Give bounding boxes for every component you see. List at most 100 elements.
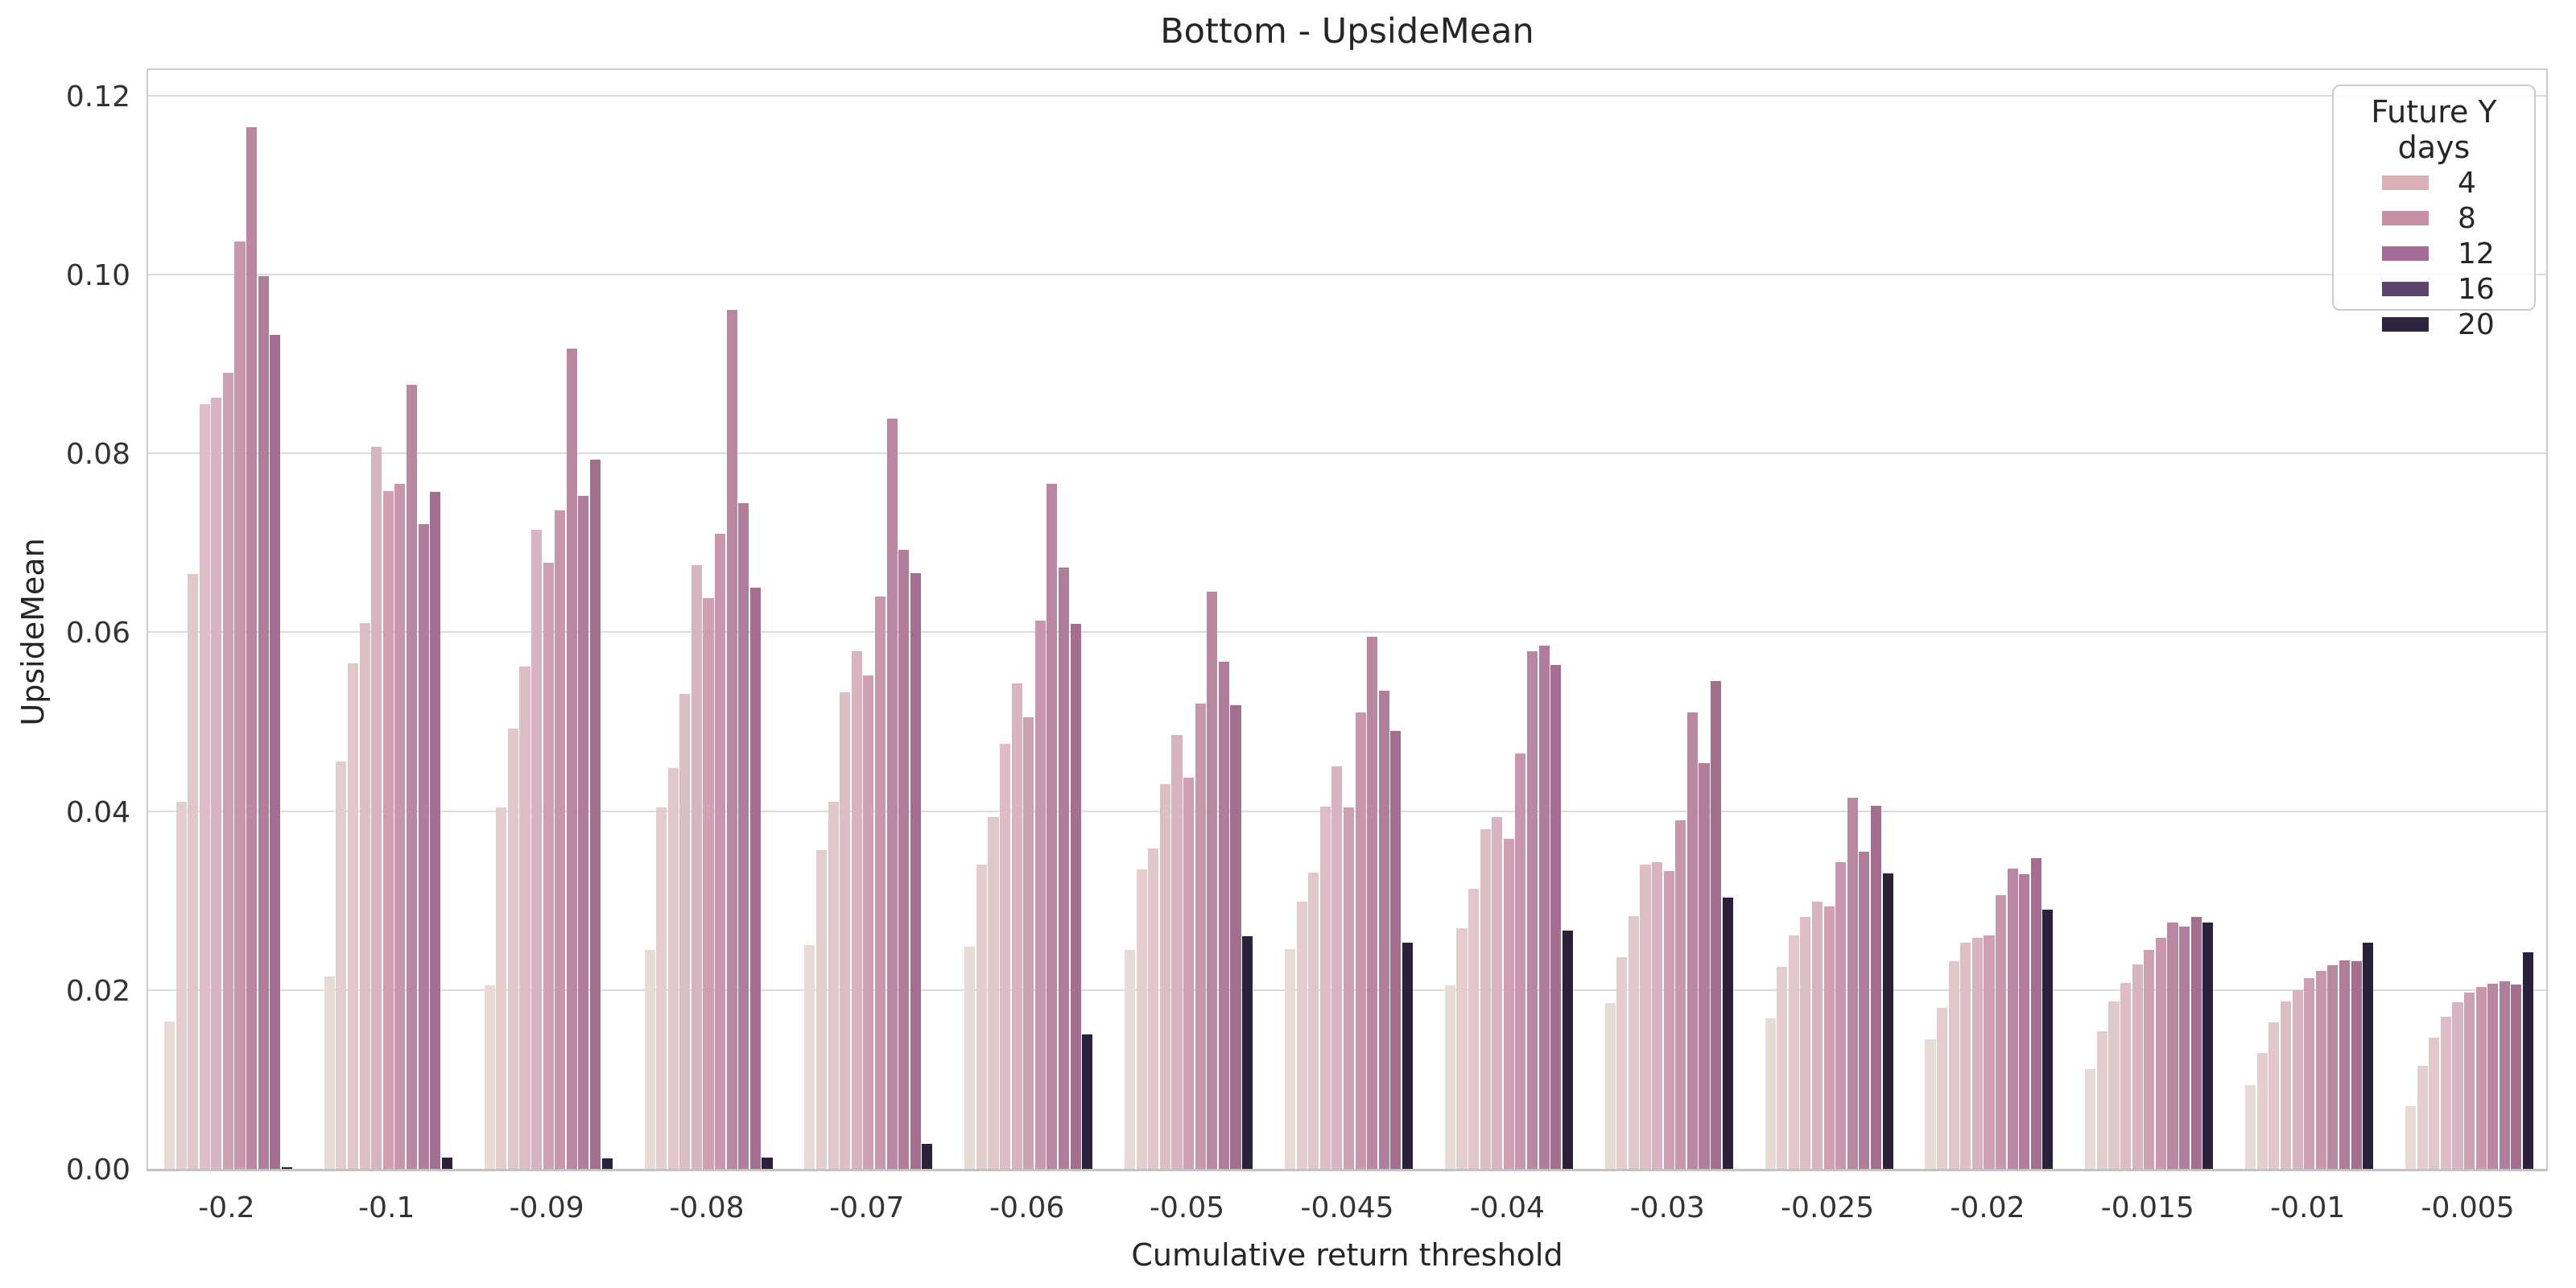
bar-group--0.2 [148, 66, 308, 1169]
bar [988, 817, 999, 1169]
bar-group--0.05 [1108, 66, 1269, 1169]
bar [2132, 964, 2143, 1169]
x-tick-label: -0.02 [1950, 1191, 2025, 1224]
gridline [148, 452, 2546, 455]
bar [1882, 873, 1893, 1169]
bar [1984, 935, 1995, 1169]
bar-group--0.06 [948, 66, 1108, 1169]
bar [1402, 942, 1413, 1169]
bar [2327, 964, 2339, 1169]
legend: Future Y days 4 8 12 16 20 [2332, 85, 2536, 341]
x-tick-label: -0.09 [509, 1191, 584, 1224]
legend-entry-16: 16 [2334, 271, 2534, 307]
bar [2475, 987, 2487, 1169]
legend-entries: 4 8 12 16 20 [2334, 165, 2534, 342]
bar [382, 490, 394, 1169]
bar [1456, 928, 1468, 1169]
y-tick-label: 0.08 [65, 438, 130, 472]
bar [2363, 942, 2374, 1169]
bar [1515, 753, 1526, 1169]
bar [656, 807, 667, 1169]
bar [1765, 1018, 1776, 1169]
bar [2007, 868, 2018, 1169]
bar [2144, 949, 2155, 1169]
bar [1663, 871, 1674, 1169]
bar [2452, 1002, 2463, 1169]
bar [324, 976, 335, 1169]
bar [1628, 915, 1639, 1169]
legend-title: Future Y days [2371, 94, 2497, 165]
bar [199, 404, 210, 1169]
bar [1284, 948, 1296, 1169]
bar [2499, 980, 2510, 1169]
bar-group--0.005 [2389, 66, 2549, 1169]
bar [1859, 851, 1870, 1169]
bar [246, 126, 258, 1169]
bar-group--0.02 [1909, 66, 2070, 1169]
bar [1378, 690, 1389, 1169]
y-tick-label: 0.00 [65, 1154, 130, 1187]
bar [1652, 861, 1663, 1169]
legend-label: 8 [2458, 201, 2476, 235]
bar [2304, 978, 2315, 1169]
bar [1971, 938, 1983, 1169]
bar [1343, 807, 1355, 1169]
x-tick-label: -0.005 [2421, 1191, 2515, 1224]
chart-title: Bottom - UpsideMean [1160, 11, 1534, 52]
legend-swatch [2382, 282, 2429, 296]
bar [815, 850, 828, 1169]
bar [703, 598, 714, 1169]
x-tick-label: -0.2 [198, 1191, 255, 1224]
bar [1616, 956, 1628, 1169]
bar [2464, 993, 2475, 1169]
x-tick-label: -0.04 [1469, 1191, 1545, 1224]
bar [566, 349, 577, 1169]
bar [1218, 662, 1229, 1169]
legend-entry-8: 8 [2334, 200, 2534, 236]
legend-entry-20: 20 [2334, 307, 2534, 342]
bar [2522, 952, 2534, 1169]
bar [430, 491, 441, 1169]
bar [1811, 901, 1823, 1169]
bar [2155, 938, 2166, 1169]
bar [1023, 716, 1034, 1169]
bar [1195, 704, 1206, 1169]
bar [531, 529, 543, 1169]
bar [828, 802, 839, 1169]
bar-group--0.025 [1749, 66, 1909, 1169]
bar [863, 675, 874, 1169]
x-tick-label: -0.08 [669, 1191, 745, 1224]
bar [1711, 681, 1722, 1169]
bar [1367, 636, 1378, 1169]
x-tick-label: -0.1 [358, 1191, 415, 1224]
bar [555, 510, 566, 1169]
legend-label: 12 [2458, 237, 2495, 270]
bar-group--0.015 [2069, 66, 2229, 1169]
bar [1207, 592, 1218, 1169]
bar [1492, 817, 1503, 1169]
bar [2292, 989, 2303, 1169]
bar [1058, 568, 1070, 1169]
legend-label: 20 [2458, 308, 2495, 341]
y-tick-label: 0.02 [65, 974, 130, 1008]
bar [2096, 1030, 2107, 1169]
bar [2167, 923, 2178, 1169]
bar [1675, 819, 1686, 1169]
bar [1562, 931, 1573, 1169]
x-tick-label: -0.06 [989, 1191, 1065, 1224]
bar [1960, 942, 1971, 1169]
legend-label: 4 [2458, 166, 2476, 200]
bar [1034, 620, 1046, 1169]
bar [406, 384, 418, 1169]
gridline [148, 273, 2546, 275]
bar [1070, 624, 1081, 1169]
bar [2108, 1001, 2120, 1169]
bar [1800, 916, 1811, 1169]
bar [874, 596, 886, 1169]
bar [2179, 926, 2190, 1169]
bar [359, 623, 370, 1169]
bar [1526, 650, 1538, 1169]
bar [1242, 936, 1253, 1169]
bar [2351, 961, 2362, 1169]
bar [762, 1157, 773, 1169]
